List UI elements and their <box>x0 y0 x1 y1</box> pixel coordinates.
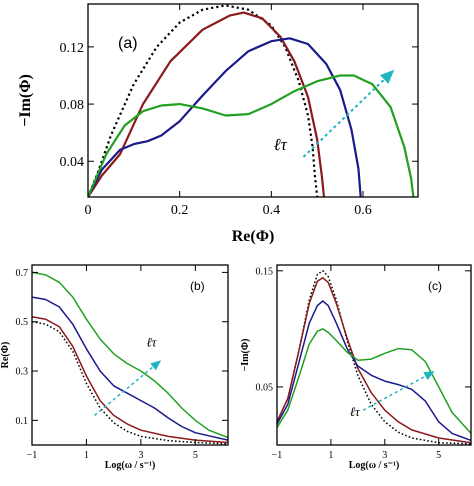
y-tick-label: 0.1 <box>16 416 29 427</box>
x-tick-label: 0 <box>85 203 92 218</box>
series-line-3 <box>277 300 471 442</box>
x-axis-label: Log(ω / s⁻¹) <box>105 460 156 471</box>
x-tick-label: 5 <box>436 450 441 461</box>
plot-frame <box>87 3 419 198</box>
lifetime-annotation: ℓτ <box>274 135 288 154</box>
x-axis-label: Re(Φ) <box>232 228 275 245</box>
x-tick-label: 3 <box>138 450 143 461</box>
y-tick-label: 0.05 <box>256 382 274 393</box>
y-tick-label: 0.3 <box>16 367 29 378</box>
x-tick-label: 0.6 <box>354 203 372 218</box>
y-tick-label: 0.7 <box>16 268 29 279</box>
x-tick-label: 0.4 <box>263 203 281 218</box>
panel-label: (b) <box>190 279 205 293</box>
lifetime-annotation: ℓτ <box>146 334 157 349</box>
panel-a: 0 0.2 0.4 0.6 0.04 0.08 0.12 Re(Φ) −Im(Φ) (a) ℓτ <box>17 3 419 245</box>
y-tick-label: 0.5 <box>16 317 29 328</box>
series-line-3 <box>32 296 228 441</box>
series-line-4 <box>277 328 471 435</box>
direction-arrow <box>362 371 435 411</box>
lifetime-annotation: ℓτ <box>350 404 361 419</box>
series-line-4 <box>32 271 228 439</box>
y-tick-label: 0.15 <box>256 266 274 277</box>
series-line-2 <box>88 11 326 197</box>
series-line-2 <box>32 316 228 444</box>
direction-arrow <box>94 360 162 416</box>
panel-label: (a) <box>118 35 138 52</box>
direction-arrow <box>302 69 395 158</box>
series-line-4 <box>88 74 415 197</box>
series-line-3 <box>88 37 362 197</box>
panel-b: −1 1 3 5 0.1 0.3 0.5 0.7 Log(ω / s⁻¹) Re(Φ) (b) ℓτ <box>0 264 229 471</box>
y-tick-label: 0.12 <box>60 41 85 56</box>
series-line-1 <box>88 4 319 197</box>
y-axis-label: −Im(Φ) <box>17 74 34 127</box>
panel-label: (c) <box>428 279 442 293</box>
y-axis-label: −Im(Φ) <box>240 339 251 372</box>
series-line-1 <box>32 320 228 445</box>
y-tick-label: 0.04 <box>60 155 85 170</box>
x-tick-label: 5 <box>193 450 198 461</box>
panel-c: −1 1 3 5 0.05 0.15 Log(ω / s⁻¹) −Im(Φ) (c) ℓτ <box>240 264 472 471</box>
y-tick-label: 0.08 <box>60 98 85 113</box>
x-tick-label: 3 <box>382 450 387 461</box>
x-axis-label: Log(ω / s⁻¹) <box>349 460 400 471</box>
x-tick-label: −1 <box>27 450 38 461</box>
x-tick-label: 1 <box>84 450 89 461</box>
x-tick-label: −1 <box>272 450 283 461</box>
plot-frame <box>276 264 472 446</box>
y-axis-label: Re(Φ) <box>0 342 11 369</box>
series-line-2 <box>277 277 471 444</box>
plot-frame <box>31 264 229 446</box>
x-tick-label: 0.2 <box>171 203 189 218</box>
x-tick-label: 1 <box>328 450 333 461</box>
